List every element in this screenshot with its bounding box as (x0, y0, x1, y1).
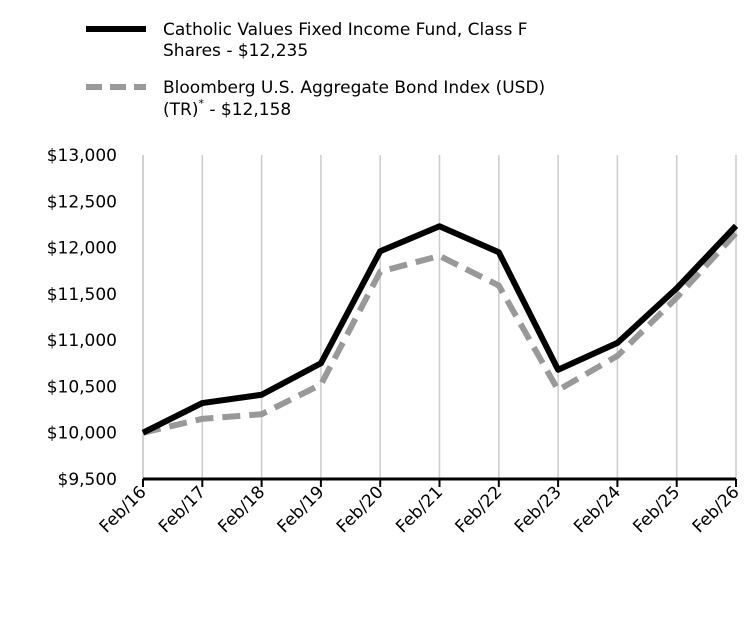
legend: Catholic Values Fixed Income Fund, Class… (86, 20, 545, 120)
y-tick-label: $11,000 (47, 331, 117, 351)
y-tick-label: $11,500 (47, 285, 117, 305)
x-tick-label: Feb/17 (155, 482, 210, 537)
y-tick-label: $12,000 (47, 239, 117, 259)
y-axis: $9,500 $10,000 $10,500 $11,000 $11,500 $12,00… (47, 146, 144, 490)
x-tick-label: Feb/19 (274, 482, 329, 537)
x-tick-label: Feb/26 (689, 482, 744, 537)
x-tick-label: Feb/25 (629, 482, 684, 537)
series-line-fund (141, 223, 739, 436)
y-tick-label: $9,500 (58, 470, 117, 490)
legend-label-index-value: - $12,158 (204, 100, 291, 120)
x-tick-label: Feb/20 (333, 482, 388, 537)
series-line-index (142, 230, 739, 436)
x-tick-label: Feb/23 (511, 482, 566, 537)
legend-label-index-line1: Bloomberg U.S. Aggregate Bond Index (USD… (163, 78, 545, 98)
x-tick-label: Feb/18 (214, 482, 269, 537)
x-tick-label: Feb/21 (392, 482, 447, 537)
legend-label-index-tr: (TR) (163, 100, 198, 120)
x-tick-label: Feb/24 (570, 482, 625, 537)
legend-label-fund-line2: Shares - $12,235 (163, 41, 308, 61)
y-tick-label: $10,000 (47, 424, 117, 444)
legend-label-index-asterisk: * (198, 97, 204, 110)
x-axis: Feb/16 Feb/17 Feb/18 Feb/19 Feb/20 Feb/21 Feb/… (96, 477, 744, 537)
legend-label-fund-line1: Catholic Values Fixed Income Fund, Class… (163, 20, 528, 40)
y-tick-label: $13,000 (47, 146, 117, 166)
y-tick-label: $10,500 (47, 377, 117, 397)
series-lines (141, 223, 739, 436)
x-tick-label: Feb/22 (452, 482, 507, 537)
legend-label-index-line2: (TR)* - $12,158 (163, 97, 291, 120)
x-tick-label: Feb/16 (96, 482, 151, 537)
y-tick-label: $12,500 (47, 192, 117, 212)
gridlines (142, 155, 737, 479)
